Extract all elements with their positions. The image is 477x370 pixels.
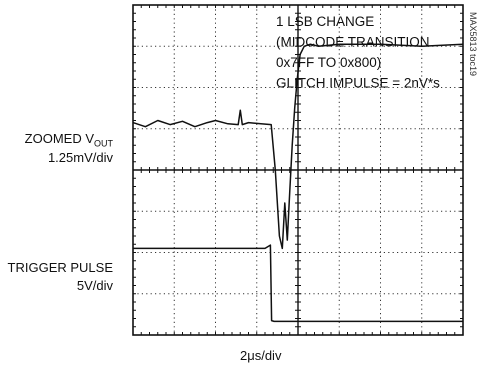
trace-2 <box>133 244 463 323</box>
channel1-name: ZOOMED V <box>24 131 94 146</box>
trace-1 <box>132 43 464 250</box>
annotation-line: GLITCH IMPULSE = 2nV*s <box>276 76 440 91</box>
annotation-line: 1 LSB CHANGE <box>276 14 374 29</box>
annotation-line: 0x7FF TO 0x800) <box>276 55 381 70</box>
channel2-label: TRIGGER PULSE <box>7 260 113 275</box>
plot-grid <box>132 4 464 336</box>
channel2-scale: 5V/div <box>76 278 113 293</box>
channel1-name-subscript: OUT <box>94 138 113 149</box>
annotation-line: (MIDCODE TRANSITION <box>276 35 430 50</box>
channel1-label: ZOOMED VOUT <box>25 131 113 152</box>
x-axis-label: 2μs/div <box>240 348 282 363</box>
figure-tag: MAX5813 toc19 <box>468 12 477 76</box>
annotation-text: 1 LSB CHANGE (MIDCODE TRANSITION 0x7FF TO … <box>276 14 440 91</box>
waveform-traces <box>132 43 464 323</box>
channel1-scale: 1.25mV/div <box>47 150 113 165</box>
